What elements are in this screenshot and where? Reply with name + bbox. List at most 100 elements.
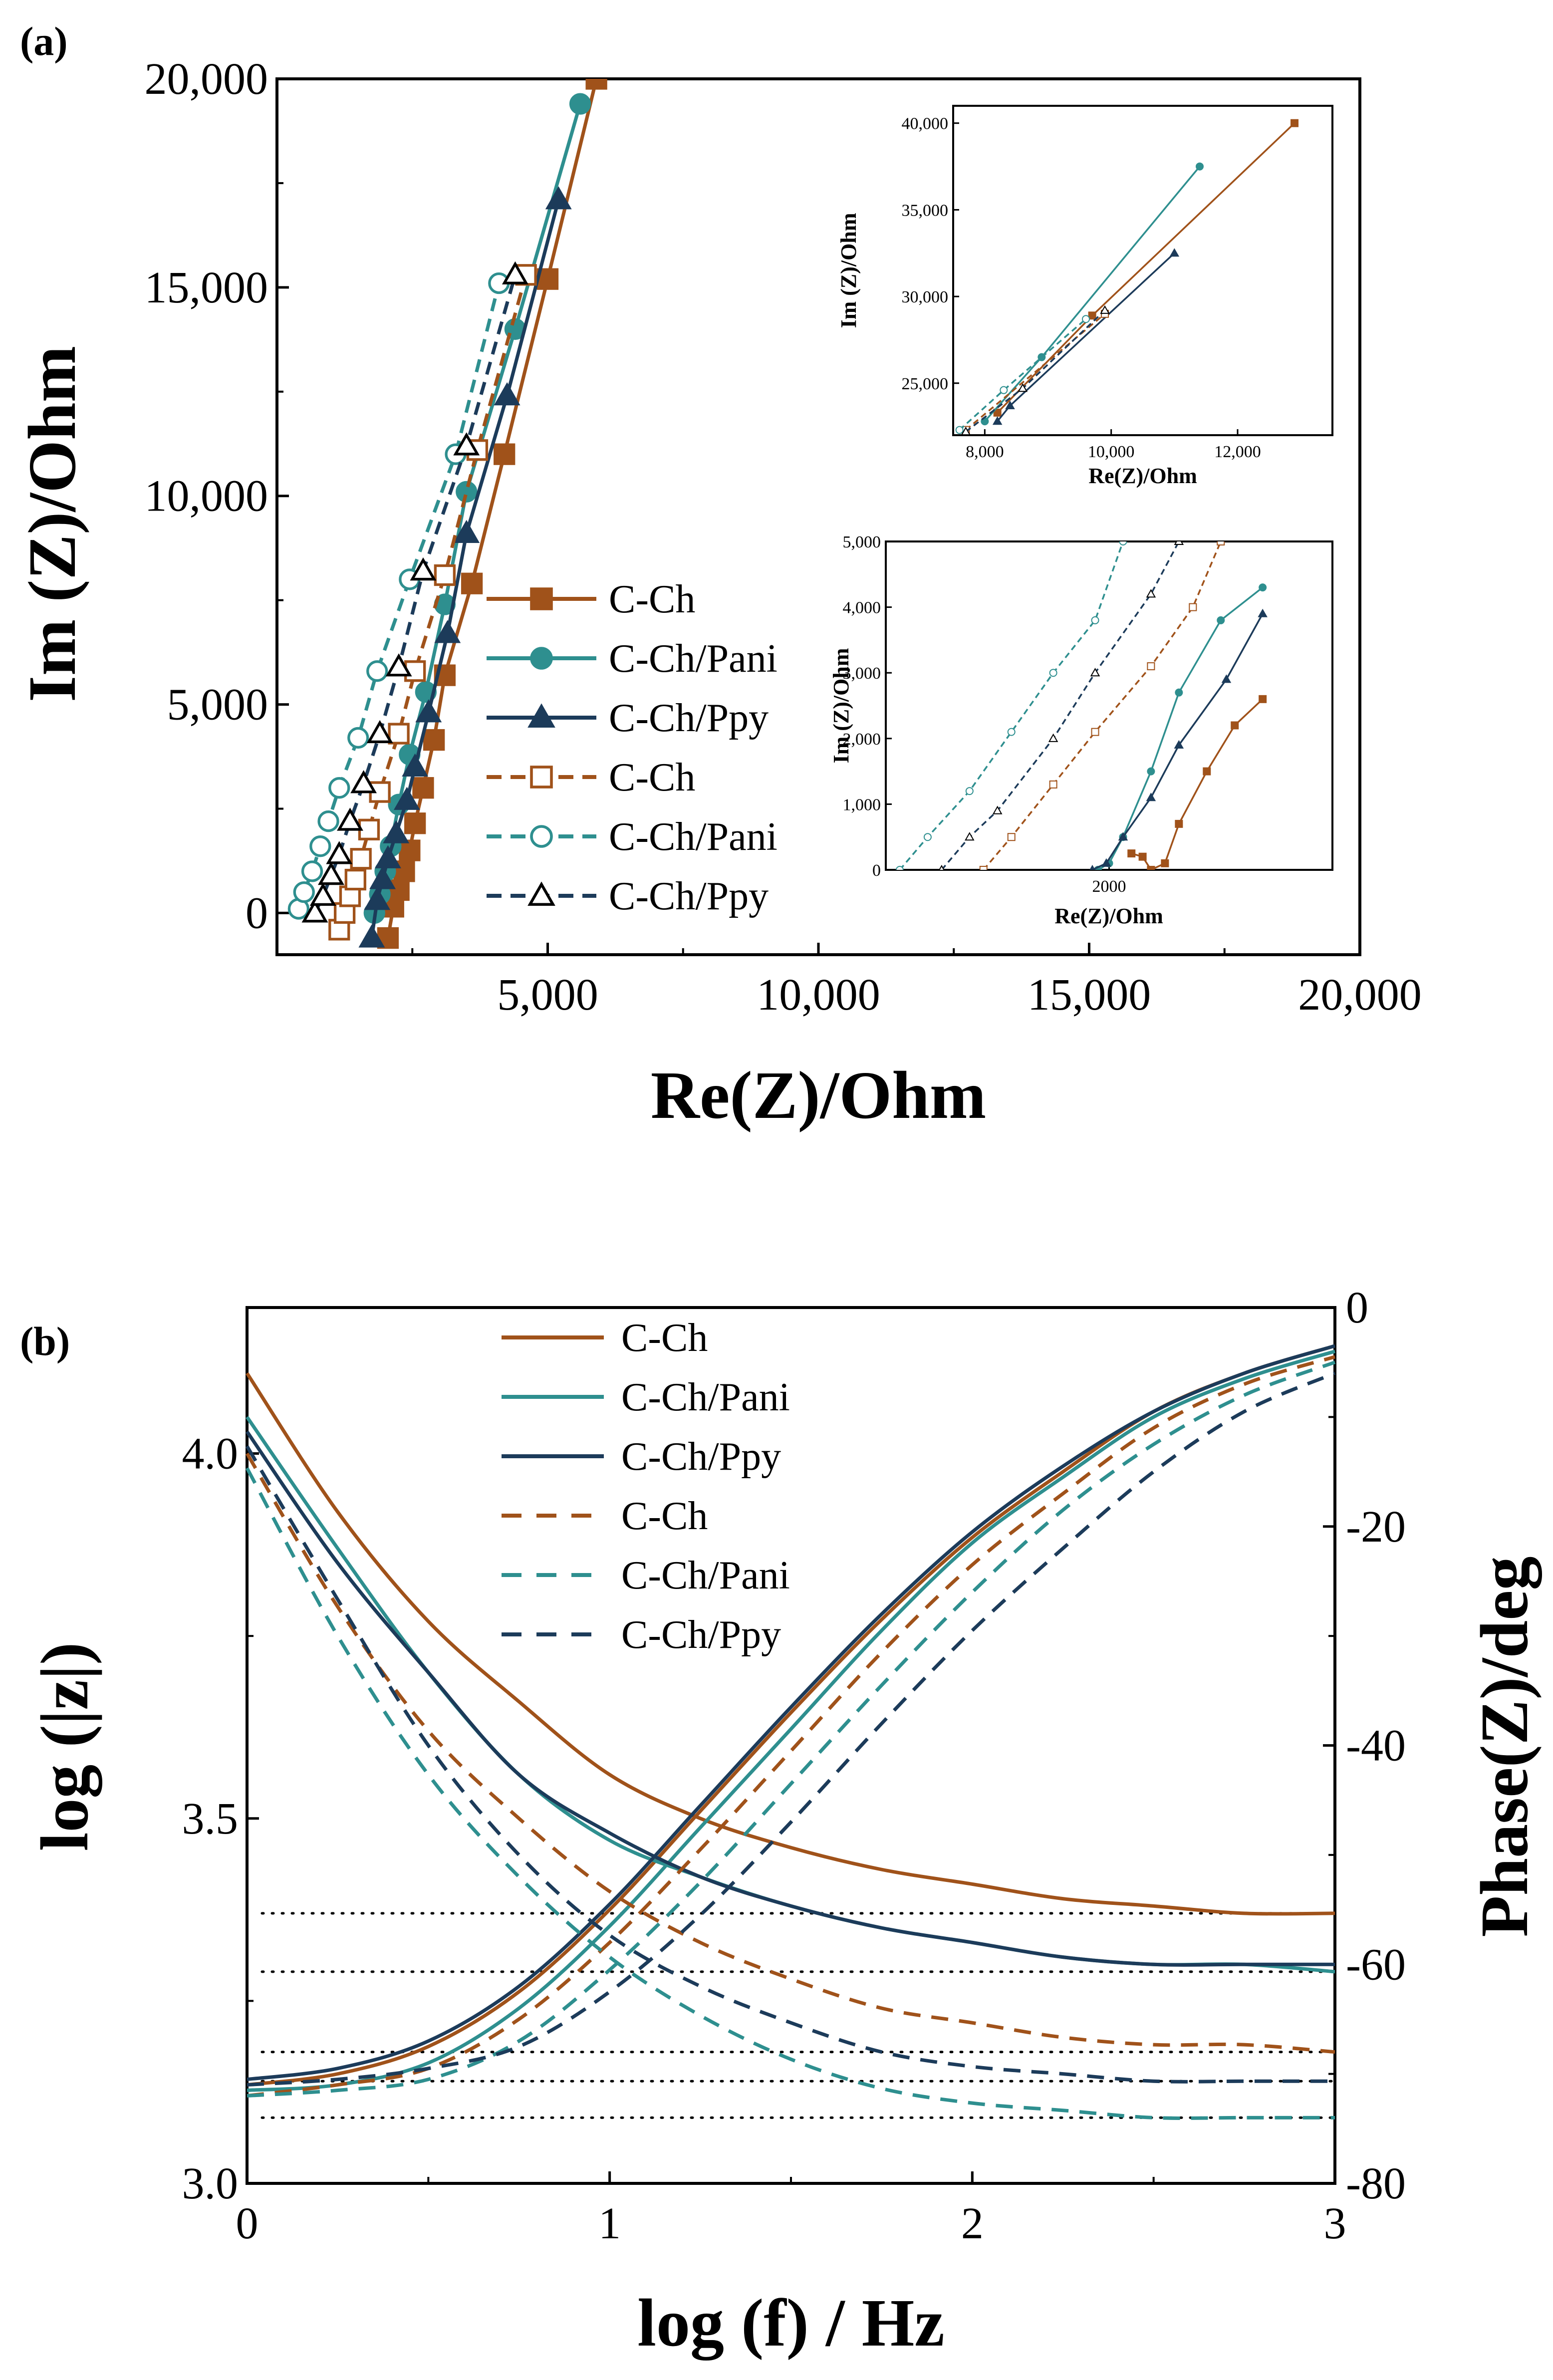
panel-a-legend-item: C-Ch/Ppy (487, 696, 769, 740)
low-frequency-inset-y-tick-label: 1,000 (843, 795, 881, 814)
low-frequency-inset-point (1090, 668, 1100, 677)
high-frequency-inset-point (1018, 383, 1028, 392)
panel-b-legend-item: C-Ch/Pani (502, 1554, 790, 1597)
low-frequency-inset-point (1258, 608, 1268, 617)
panel-a-legend-item: C-Ch/Ppy (487, 874, 769, 918)
low-frequency-inset-point (1138, 852, 1147, 861)
legend-label: C-Ch/Ppy (609, 696, 769, 740)
high-frequency-inset-frame (952, 105, 1333, 436)
panel-b-legend-item: C-Ch (502, 1494, 708, 1538)
magnitude-curve-c-ch-solid (246, 1372, 1335, 1916)
low-frequency-inset-point (1161, 859, 1169, 867)
low-frequency-inset-y-tick-label: 5,000 (843, 533, 881, 551)
low-frequency-inset-point (1118, 832, 1128, 841)
phase-curve-c-ch-dashed (247, 1355, 1336, 2098)
panel-a-series (287, 79, 607, 949)
panel-b-legend-item: C-Ch (502, 1316, 708, 1360)
low-frequency-inset-point (939, 864, 945, 870)
high-frequency-inset-series-c-ch-ppy-dashed (961, 305, 1110, 435)
panel-b-bode-plot: (b) 0 1 2 3 3.0 3.5 4.0 -80 -60 -40 -20 0 C-Ch C-Ch/… (20, 1283, 1542, 2361)
legend-label: C-Ch/Pani (621, 1554, 790, 1597)
legend-label: C-Ch/Ppy (609, 874, 769, 918)
series-c-ch-dashed (328, 264, 537, 941)
panel-a-legend: C-Ch C-Ch/Pani C-Ch/Ppy C-Ch C-Ch/Pani C-Ch/P… (487, 577, 777, 918)
data-point-c-ch-solid (399, 839, 421, 861)
high-frequency-inset-point (992, 416, 1003, 425)
panel-b-y2-tick-label: -80 (1346, 2159, 1406, 2208)
low-frequency-inset-y-title: Im (Z)/Ohm (829, 648, 853, 764)
legend-marker-triangle-icon (527, 703, 555, 728)
legend-label: C-Ch/Pani (621, 1375, 790, 1419)
data-point-c-ch-ppy-solid (453, 520, 480, 543)
low-frequency-inset-series-c-ch-ppy-solid (1089, 608, 1268, 870)
panel-b-reference-lines (260, 1912, 1334, 2119)
low-frequency-inset-point (1127, 849, 1136, 858)
panel-a-y-tick-label: 5,000 (167, 680, 268, 730)
magnitude-curve-c-ch-pani-solid (246, 1416, 1335, 1974)
low-frequency-inset-point (1048, 733, 1058, 742)
panel-b-legend-item: C-Ch/Ppy (502, 1613, 781, 1657)
legend-marker-square-icon (530, 766, 553, 789)
magnitude-curve-c-ch-ppy-dashed (245, 1445, 1335, 2084)
high-frequency-inset-point (993, 408, 1002, 417)
high-frequency-inset-x-tick-label: 8,000 (966, 443, 1004, 461)
high-frequency-inset-y-tick-label: 40,000 (902, 115, 949, 133)
panel-a-y-tick-label: 0 (246, 888, 268, 938)
bode-series-c-ch-ppy-solid (246, 1344, 1336, 2082)
data-point-c-ch-ppy-dashed (453, 432, 480, 456)
low-frequency-inset-point (1146, 589, 1156, 598)
legend-label: C-Ch/Ppy (621, 1435, 781, 1479)
data-point-c-ch-ppy-solid (494, 382, 520, 406)
low-frequency-inset-point (1221, 674, 1232, 683)
data-point-c-ch-ppy-solid (364, 887, 391, 910)
phase-curve-c-ch-ppy-dashed (247, 1371, 1336, 2087)
high-frequency-inset-point (1100, 305, 1110, 314)
low-frequency-inset-point (1175, 688, 1183, 697)
low-frequency-inset-point (1147, 662, 1155, 671)
panel-b-x-tick-label: 3 (1324, 2199, 1346, 2248)
low-frequency-inset-point (1231, 721, 1239, 730)
high-frequency-inset-y-tick-label: 30,000 (902, 288, 949, 306)
low-frequency-inset-point (1189, 603, 1197, 611)
high-frequency-inset-y-title: Im (Z)/Ohm (836, 213, 861, 328)
data-point-c-ch-solid (412, 777, 434, 799)
low-frequency-inset-point (1007, 728, 1016, 736)
low-frequency-inset-point (1259, 695, 1267, 703)
high-frequency-inset-point (1000, 386, 1008, 394)
low-frequency-inset-point (1217, 541, 1225, 545)
legend-marker-triangle-icon (527, 881, 555, 906)
low-frequency-inset-series-c-ch-ppy-dashed (939, 541, 1184, 870)
legend-label: C-Ch (621, 1316, 708, 1360)
low-frequency-inset-point (1174, 541, 1184, 545)
data-point-c-ch-pani-dashed (328, 777, 350, 799)
panel-a-y-axis-title: Im (Z)/Ohm (15, 346, 90, 702)
panel-a-legend-item: C-Ch (487, 756, 695, 799)
low-frequency-inset-point (1119, 541, 1127, 545)
low-frequency-inset-point (965, 787, 974, 795)
low-frequency-inset-point (1091, 728, 1099, 736)
data-point-c-ch-ppy-dashed (337, 807, 363, 831)
panel-b-legend-item: C-Ch/Ppy (502, 1435, 781, 1479)
low-frequency-inset-frame (885, 540, 1333, 871)
low-frequency-inset-point (1091, 616, 1099, 624)
panel-b-x-tick-label: 2 (961, 2199, 984, 2248)
panel-a-x-tick-label: 10,000 (757, 970, 880, 1020)
low-frequency-inset-point (1101, 858, 1111, 867)
high-frequency-inset-x-tick-label: 12,000 (1214, 443, 1261, 461)
magnitude-curve-c-ch-ppy-solid (246, 1430, 1335, 1967)
low-frequency-inset-y-tick-label: 2,000 (843, 730, 881, 749)
low-frequency-inset-x-tick-label: 2000 (1092, 877, 1126, 896)
bode-series-c-ch-dashed (245, 1355, 1336, 2098)
low-frequency-inset-point (1259, 583, 1267, 592)
high-frequency-inset-line-c-ch-pani (959, 318, 1087, 431)
panel-b-legend-item: C-Ch/Pani (502, 1375, 790, 1419)
data-point-c-ch-solid (423, 729, 445, 751)
high-frequency-inset-series-c-ch-pani-dashed (955, 315, 1090, 434)
low-frequency-inset-series-c-ch-pani-dashed (895, 541, 1127, 870)
high-frequency-inset-series-c-ch-ppy-solid (992, 248, 1180, 425)
legend-label: C-Ch (609, 577, 695, 621)
legend-label: C-Ch/Pani (609, 637, 777, 681)
legend-marker-square-icon (530, 587, 553, 610)
phase-curve-c-ch-ppy-solid (247, 1344, 1336, 2082)
low-frequency-inset-point (1146, 793, 1156, 801)
